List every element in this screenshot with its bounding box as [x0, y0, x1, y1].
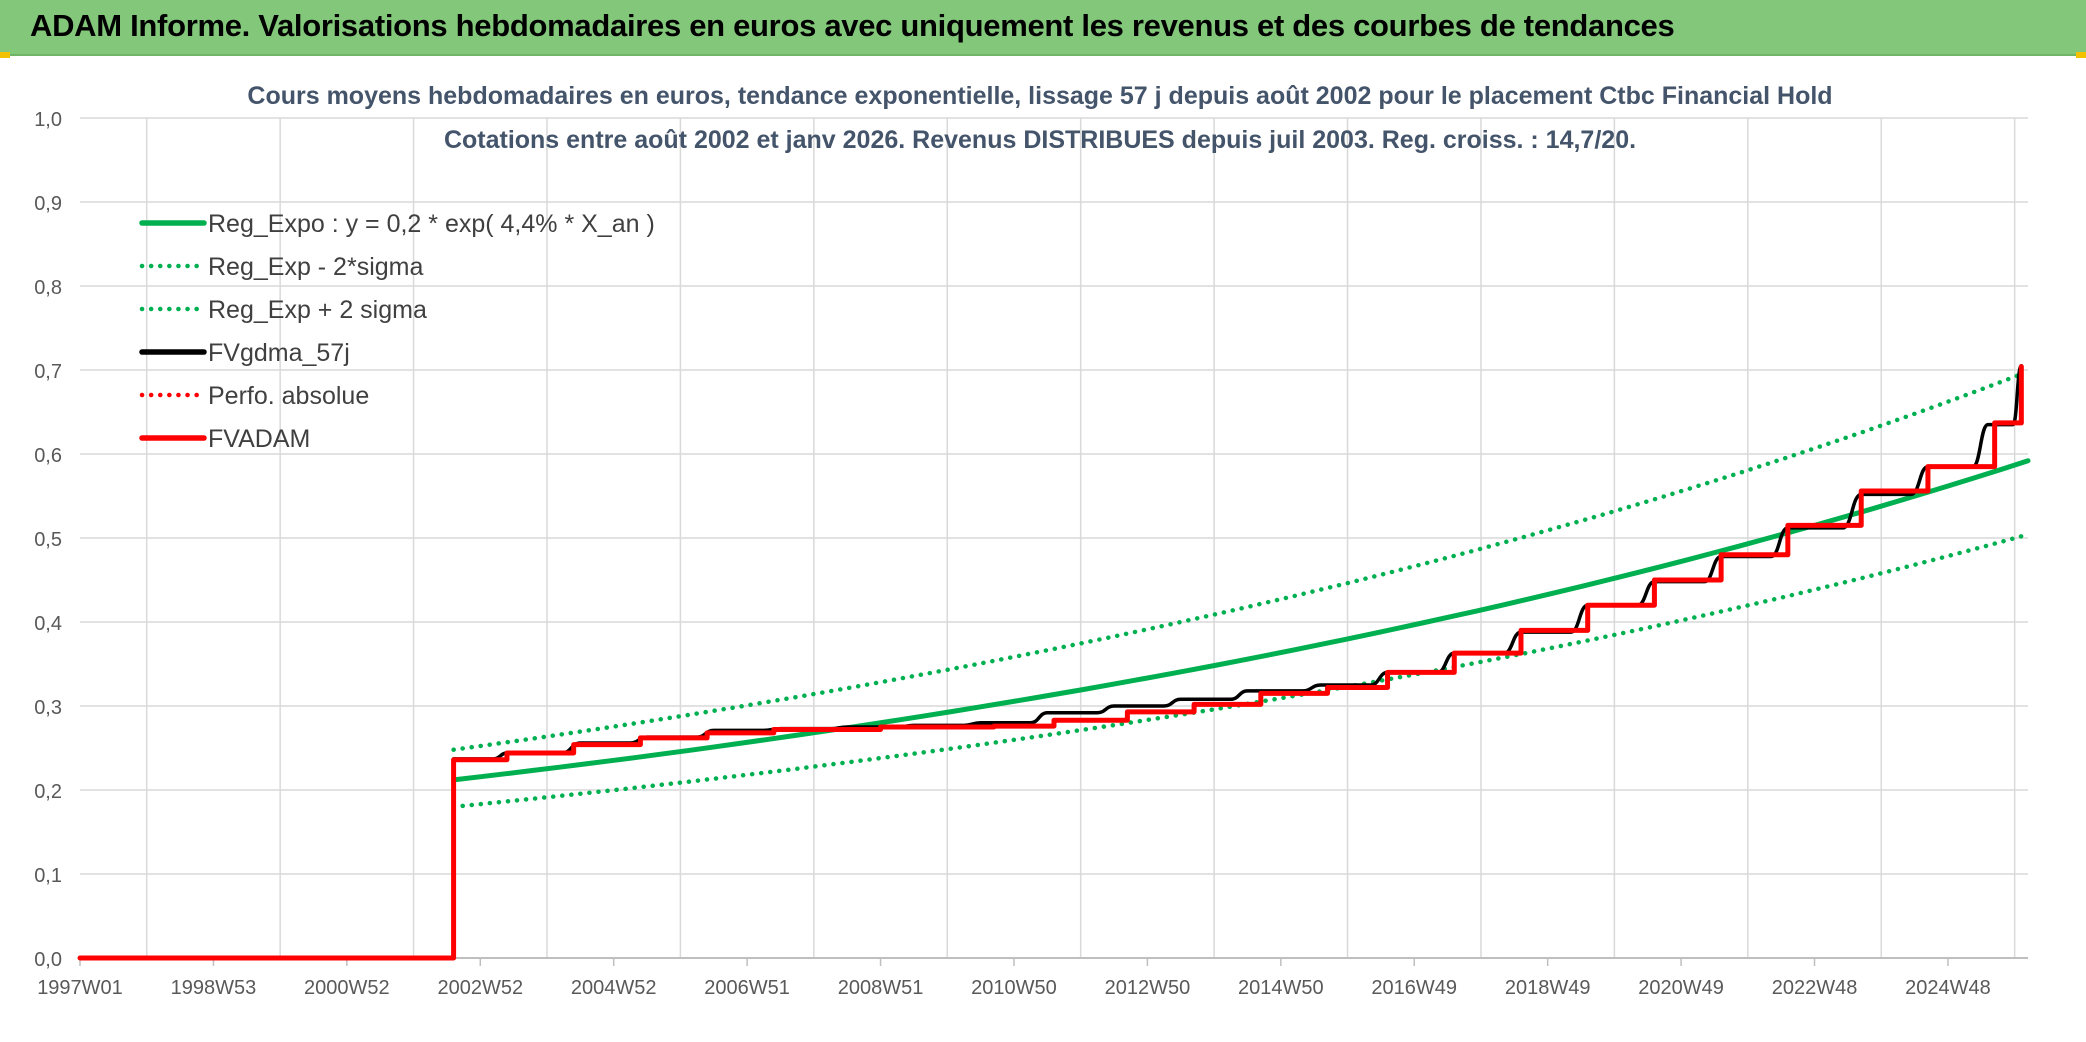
- chart-frame: 0,0 0,1 0,2 0,3 0,4 0,5 0,6 0,7 0,8 0,9 1,0 1997W01…: [0, 56, 2086, 1037]
- legend-label: Reg_Exp - 2*sigma: [208, 253, 423, 281]
- x-tick-label: 2000W52: [304, 977, 390, 999]
- chart-title: Cours moyens hebdomadaires en euros, ten…: [247, 82, 1832, 110]
- y-tick-label: 0,3: [34, 697, 62, 719]
- report-header-bar: ADAM Informe. Valorisations hebdomadaire…: [0, 0, 2086, 56]
- legend-label: Reg_Exp + 2 sigma: [208, 296, 427, 324]
- series-reg-expo: [451, 458, 2031, 783]
- report-title: ADAM Informe. Valorisations hebdomadaire…: [30, 8, 1675, 43]
- grid: [80, 117, 2028, 959]
- x-tick-label: 2024W48: [1905, 977, 1991, 999]
- series-group: [77, 364, 2031, 961]
- x-tick-label: 1997W01: [37, 977, 123, 999]
- y-tick-label: 0,2: [34, 781, 62, 803]
- series-fvadam: [77, 364, 2024, 961]
- x-tick-label: 1998W53: [171, 977, 257, 999]
- x-tick-label: 2018W49: [1505, 977, 1591, 999]
- series-reg-exp-minus-2sigma: [451, 534, 2024, 810]
- corner-marker-right: [2076, 52, 2086, 58]
- x-tick-label: 2010W50: [971, 977, 1057, 999]
- chart-titles: Cours moyens hebdomadaires en euros, ten…: [247, 82, 1832, 154]
- x-tick-label: 2008W51: [838, 977, 924, 999]
- legend-label: FVADAM: [208, 425, 310, 453]
- y-tick-label: 0,1: [34, 865, 62, 887]
- y-tick-label: 0,4: [34, 613, 62, 635]
- legend: Reg_Expo : y = 0,2 * exp( 4,4% * X_an ) R…: [139, 210, 655, 453]
- x-tick-label: 2022W48: [1772, 977, 1858, 999]
- y-tick-label: 0,0: [34, 949, 62, 971]
- x-tick-label: 2002W52: [437, 977, 523, 999]
- x-tick-label: 2012W50: [1105, 977, 1191, 999]
- x-tick-label: 2016W49: [1371, 977, 1457, 999]
- x-tick-label: 2014W50: [1238, 977, 1324, 999]
- y-tick-label: 0,5: [34, 529, 62, 551]
- x-tick-label: 2020W49: [1638, 977, 1724, 999]
- y-tick-label: 0,7: [34, 361, 62, 383]
- y-tick-label: 0,6: [34, 445, 62, 467]
- legend-label: Perfo. absolue: [208, 382, 369, 410]
- chart-subtitle: Cotations entre août 2002 et janv 2026. …: [444, 126, 1636, 154]
- x-tick-label: 2004W52: [571, 977, 657, 999]
- y-tick-label: 1,0: [34, 109, 62, 131]
- legend-label: Reg_Expo : y = 0,2 * exp( 4,4% * X_an ): [208, 210, 655, 238]
- legend-label: FVgdma_57j: [208, 339, 350, 367]
- x-tick-label: 2006W51: [704, 977, 790, 999]
- corner-marker-left: [0, 52, 10, 58]
- y-tick-label: 0,9: [34, 193, 62, 215]
- series-reg-exp-plus-2sigma: [451, 371, 2024, 752]
- line-chart: 0,0 0,1 0,2 0,3 0,4 0,5 0,6 0,7 0,8 0,9 1,0 1997W01…: [34, 82, 2031, 999]
- y-tick-label: 0,8: [34, 277, 62, 299]
